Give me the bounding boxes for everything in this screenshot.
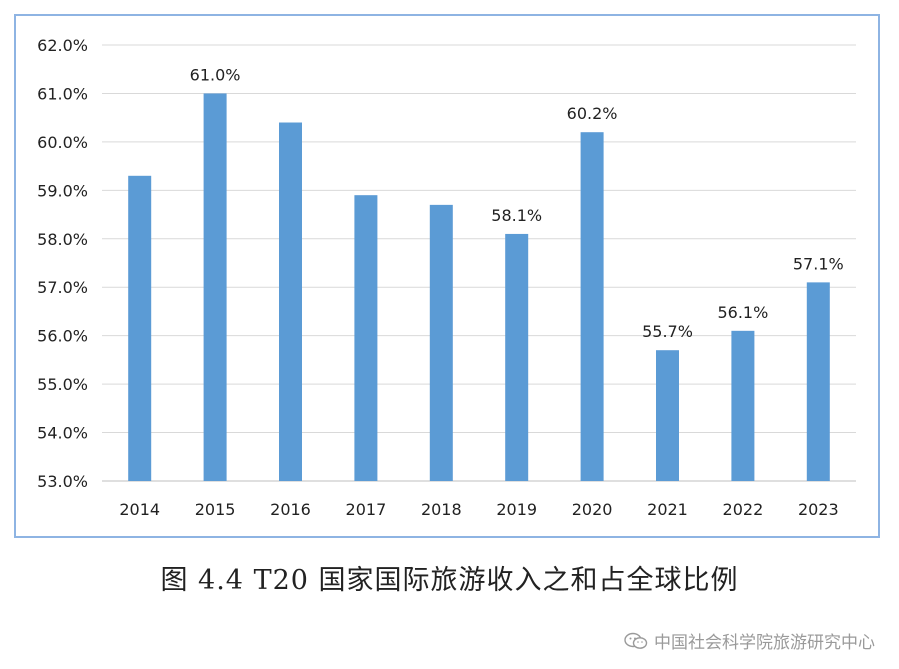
figure-caption: 图 4.4 T20 国家国际旅游收入之和占全球比例 [160,565,739,596]
data-label: 55.7% [642,322,693,341]
data-label: 57.1% [793,254,844,273]
x-tick-label: 2015 [195,500,236,519]
data-label: 58.1% [491,206,542,225]
bar-2020 [580,132,604,481]
x-tick-label: 2016 [270,500,311,519]
x-tick-label: 2017 [346,500,387,519]
y-tick-label: 54.0% [37,424,88,443]
y-tick-label: 57.0% [37,278,88,297]
watermark-text: 中国社会科学院旅游研究中心 [654,633,875,653]
x-tick-label: 2014 [119,500,160,519]
data-label: 56.1% [717,303,768,322]
y-tick-label: 60.0% [37,133,88,152]
bar-2018 [429,204,453,481]
wechat-icon [624,632,648,649]
bar-chart: 53.0% 54.0% 55.0% 56.0% 57.0% 58.0% 59.0% 60.0%… [37,36,856,519]
bar-2022 [731,330,755,481]
bar-2017 [354,195,378,481]
bar-2014 [128,175,152,482]
data-label: 60.2% [567,104,618,123]
y-tick-label: 61.0% [37,84,88,103]
y-tick-label: 56.0% [37,327,88,346]
x-tick-label: 2022 [723,500,764,519]
bar-2023 [806,282,830,481]
x-tick-label: 2020 [572,500,613,519]
bar-2021 [656,350,679,481]
bar-2015 [203,93,227,481]
x-tick-label: 2019 [496,500,537,519]
y-tick-label: 53.0% [37,472,88,491]
x-tick-label: 2018 [421,500,462,519]
y-tick-label: 55.0% [37,375,88,394]
x-tick-label: 2021 [647,500,688,519]
watermark: 中国社会科学院旅游研究中心 [624,628,875,653]
bar-2016 [279,122,302,481]
bar-2019 [505,233,529,481]
y-tick-label: 59.0% [37,181,88,200]
y-tick-label: 62.0% [37,36,88,55]
chart-frame: 53.0% 54.0% 55.0% 56.0% 57.0% 58.0% 59.0% 60.0%… [14,14,880,538]
x-tick-label: 2023 [798,500,839,519]
data-label: 61.0% [190,65,241,84]
y-tick-label: 58.0% [37,230,88,249]
